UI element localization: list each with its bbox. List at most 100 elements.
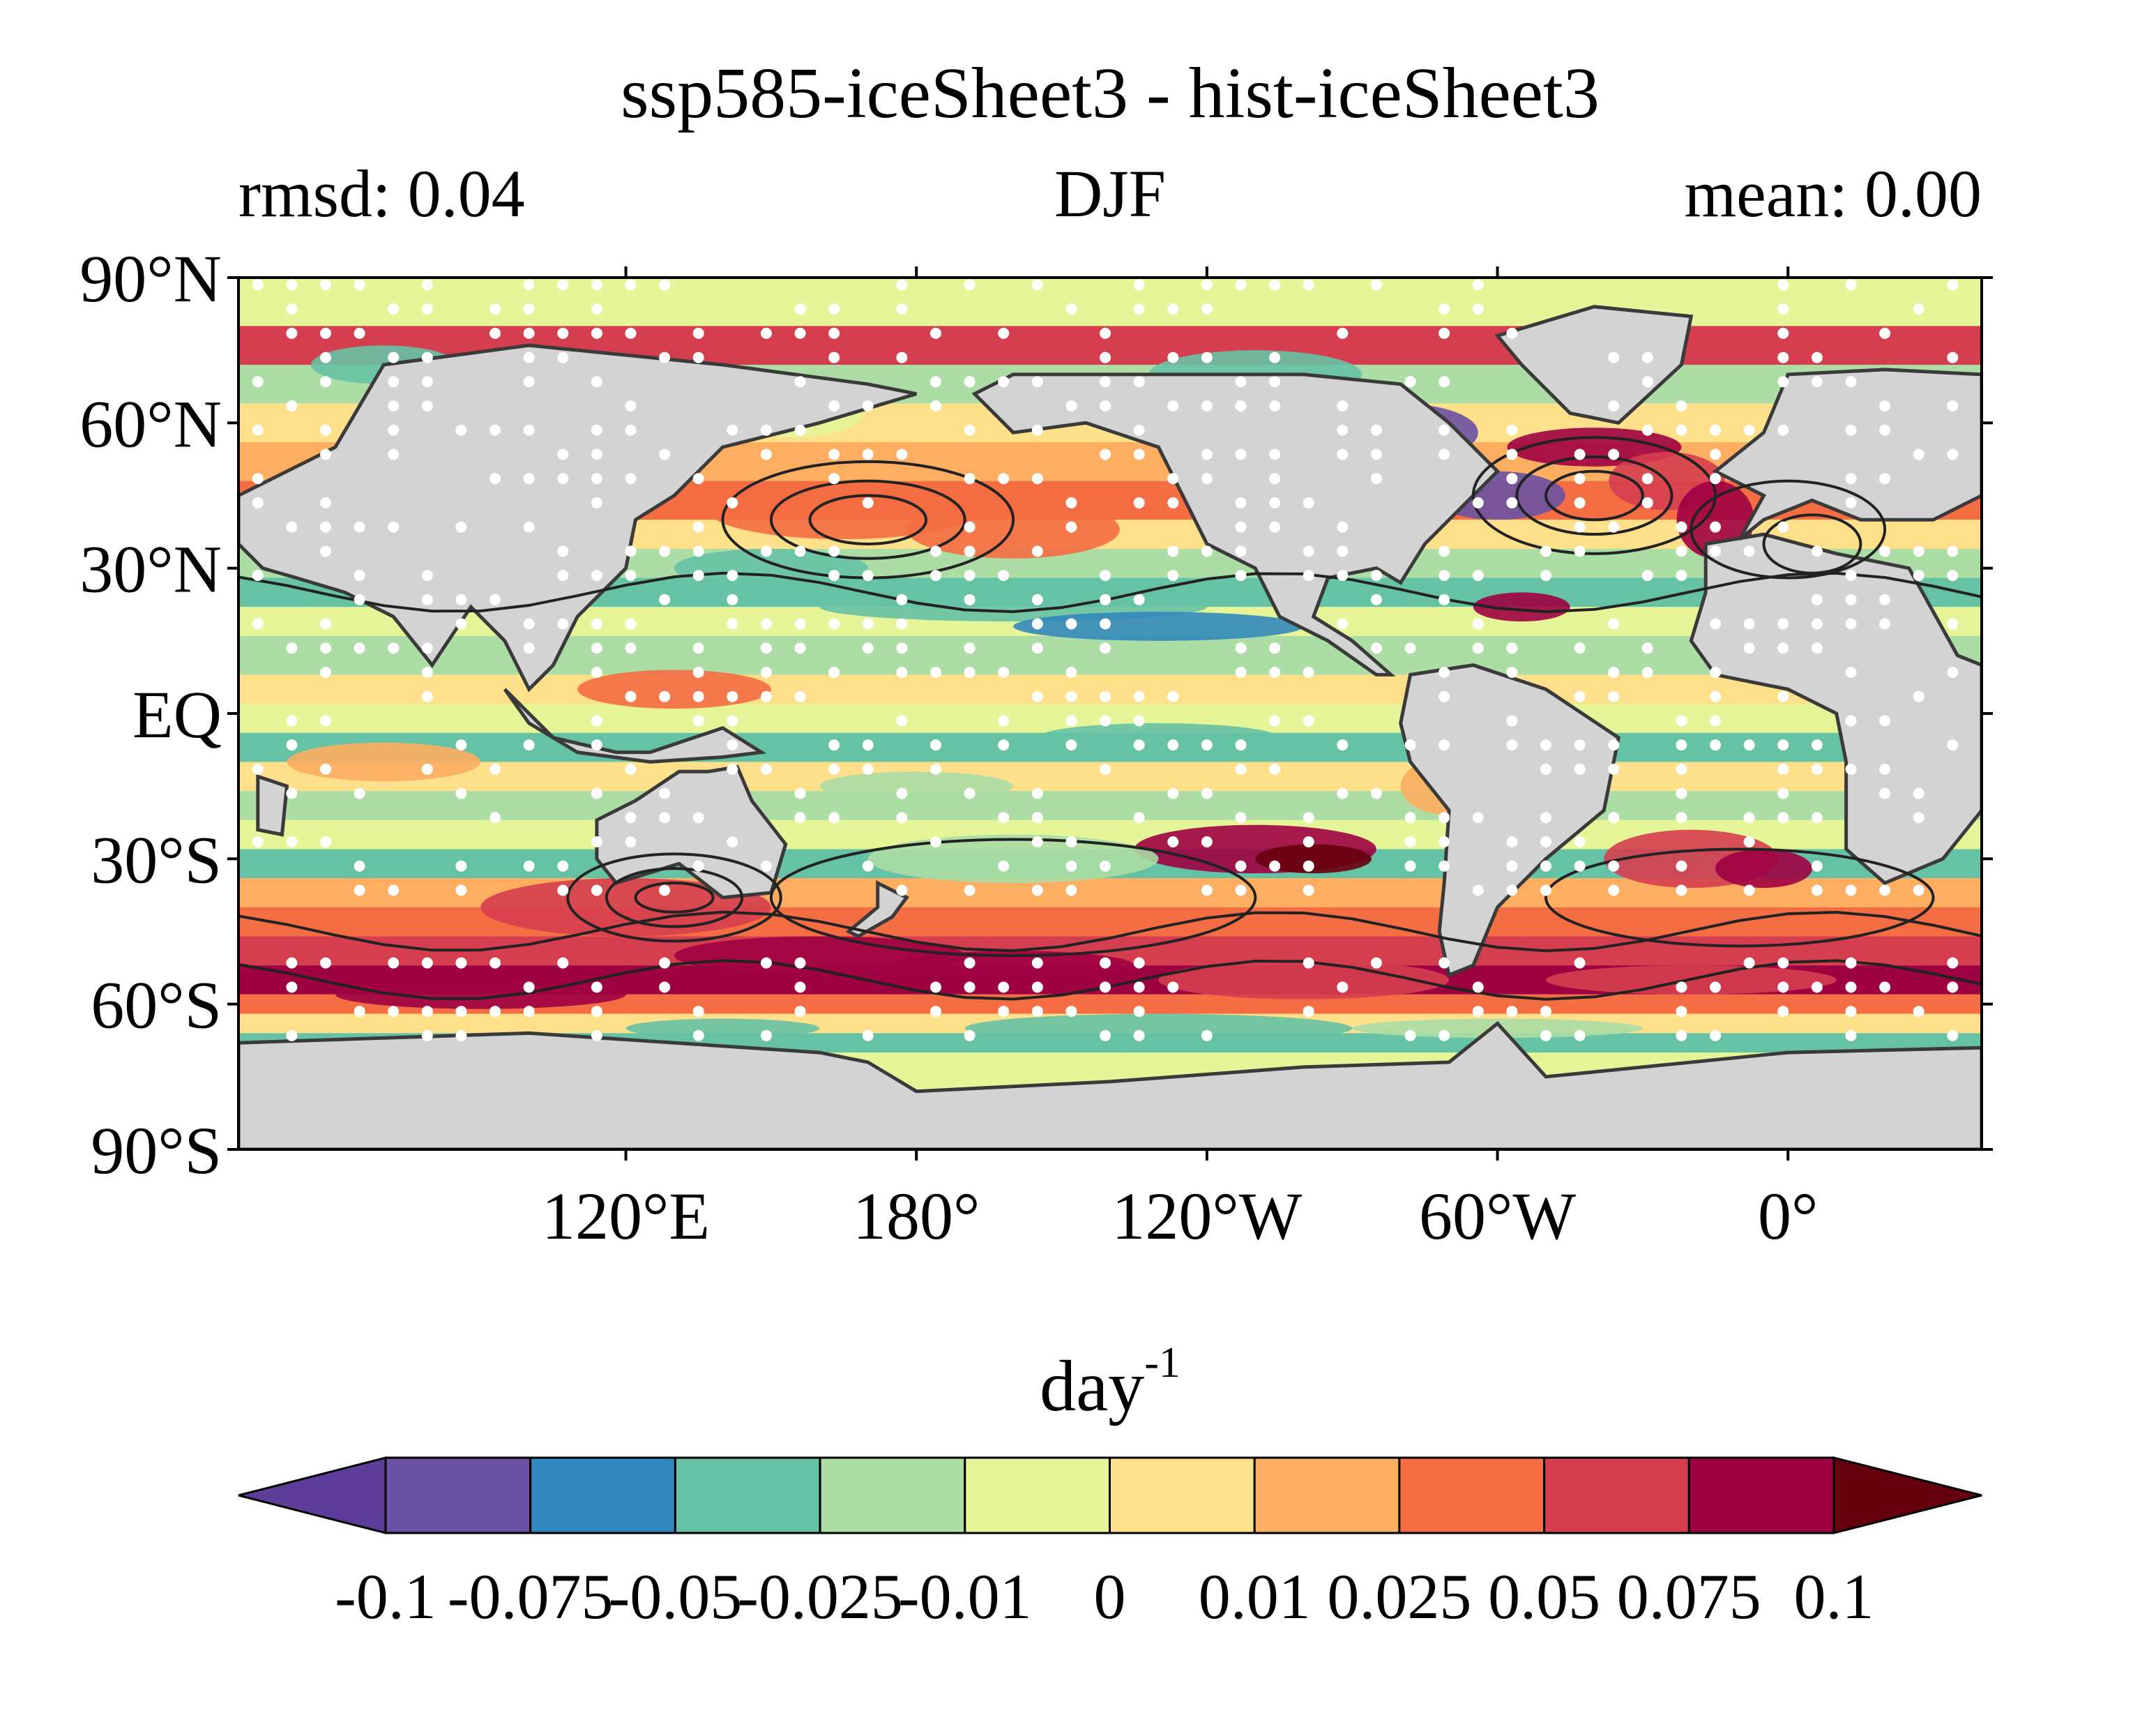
stipple-dot xyxy=(1743,957,1755,969)
stipple-dot xyxy=(727,618,738,630)
stipple-dot xyxy=(692,327,704,339)
colorbar-tick-label: -0.025 xyxy=(737,1561,903,1632)
stipple-dot xyxy=(1303,279,1314,291)
stipple-dot xyxy=(862,739,874,751)
stipple-dot xyxy=(1879,473,1891,485)
stipple-dot xyxy=(828,812,840,824)
stipple-dot xyxy=(286,279,298,291)
stipple-dot xyxy=(1303,666,1314,678)
stipple-dot xyxy=(727,715,738,727)
stipple-dot xyxy=(1947,618,1959,630)
stipple-dot xyxy=(828,327,840,339)
stipple-dot xyxy=(1235,739,1247,751)
stipple-dot xyxy=(1574,521,1586,533)
stipple-dot xyxy=(320,642,331,654)
stipple-dot xyxy=(286,327,298,339)
stipple-dot xyxy=(659,352,671,363)
stipple-dot xyxy=(1947,400,1959,412)
stipple-dot xyxy=(760,327,772,339)
stipple-dot xyxy=(455,739,467,751)
stipple-dot xyxy=(286,303,298,315)
stipple-dot xyxy=(964,594,975,605)
stipple-dot xyxy=(625,570,637,582)
stipple-dot xyxy=(1269,473,1281,485)
stipple-dot xyxy=(1303,570,1314,582)
stipple-dot xyxy=(896,594,908,605)
stipple-dot xyxy=(896,642,908,654)
stipple-dot xyxy=(1811,618,1823,630)
stipple-dot xyxy=(896,884,908,896)
stipple-dot xyxy=(1879,327,1891,339)
colorbar-unit: day-1 xyxy=(1040,1339,1181,1426)
stipple-dot xyxy=(1811,812,1823,824)
stipple-dot xyxy=(727,690,738,702)
stipple-dot xyxy=(964,473,975,485)
stipple-dot xyxy=(1608,763,1620,775)
stipple-dot xyxy=(1337,739,1349,751)
stipple-dot xyxy=(1133,957,1145,969)
stipple-dot xyxy=(252,836,264,848)
stipple-dot xyxy=(421,763,433,775)
stipple-dot xyxy=(896,787,908,799)
stipple-dot xyxy=(1913,884,1925,896)
stipple-dot xyxy=(1031,376,1043,388)
stipple-dot xyxy=(1337,400,1349,412)
stipple-dot xyxy=(1303,860,1314,872)
stipple-dot xyxy=(1269,642,1281,654)
stipple-dot xyxy=(1100,376,1111,388)
stipple-dot xyxy=(692,1029,704,1041)
stipple-dot xyxy=(1303,884,1314,896)
season-label: DJF xyxy=(1054,156,1166,231)
anomaly-region xyxy=(625,1018,820,1039)
madagascar-landmass xyxy=(256,773,289,837)
contour-line xyxy=(566,852,782,943)
stipple-dot xyxy=(1777,279,1789,291)
stipple-dot xyxy=(1913,690,1925,702)
stipple-dot xyxy=(1065,618,1077,630)
colorbar-segment xyxy=(964,1456,1111,1534)
stipple-dot xyxy=(388,352,400,363)
stipple-dot xyxy=(455,787,467,799)
zonal-band xyxy=(238,791,1982,820)
stipple-dot xyxy=(523,618,535,630)
stipple-dot xyxy=(591,739,602,751)
stipple-dot xyxy=(1540,763,1551,775)
stipple-dot xyxy=(1811,352,1823,363)
stipple-dot xyxy=(1133,497,1145,508)
stipple-dot xyxy=(930,739,941,751)
stipple-dot xyxy=(354,570,365,582)
stipple-dot xyxy=(625,690,637,702)
stipple-dot xyxy=(1100,860,1111,872)
stipple-dot xyxy=(727,497,738,508)
stipple-dot xyxy=(1472,642,1484,654)
stipple-dot xyxy=(320,521,331,533)
stipple-dot xyxy=(794,690,806,702)
stipple-dot xyxy=(1438,545,1450,557)
stipple-dot xyxy=(1100,400,1111,412)
stipple-dot xyxy=(1303,715,1314,727)
stipple-dot xyxy=(1303,957,1314,969)
stipple-dot xyxy=(1201,400,1213,412)
stipple-dot xyxy=(1100,1029,1111,1041)
stipple-dot xyxy=(1404,376,1416,388)
stipple-dot xyxy=(794,981,806,993)
stipple-dot xyxy=(1065,497,1077,508)
stipple-dot xyxy=(1201,1029,1213,1041)
stipple-dot xyxy=(1031,1006,1043,1018)
stipple-dot xyxy=(760,424,772,436)
stipple-dot xyxy=(1404,836,1416,848)
stipple-dot xyxy=(591,279,602,291)
stipple-dot xyxy=(354,642,365,654)
stipple-dot xyxy=(930,836,941,848)
colorbar-tick-label: -0.05 xyxy=(609,1561,743,1632)
stipple-dot xyxy=(1879,981,1891,993)
stipple-dot xyxy=(998,981,1010,993)
stipple-dot xyxy=(998,570,1010,582)
colorbar-tick-label: 0 xyxy=(1094,1561,1126,1632)
stipple-dot xyxy=(1438,1029,1450,1041)
stipple-dot xyxy=(1777,739,1789,751)
stipple-dot xyxy=(421,303,433,315)
stipple-dot xyxy=(896,448,908,460)
stipple-dot xyxy=(523,739,535,751)
contour-line xyxy=(605,867,744,928)
